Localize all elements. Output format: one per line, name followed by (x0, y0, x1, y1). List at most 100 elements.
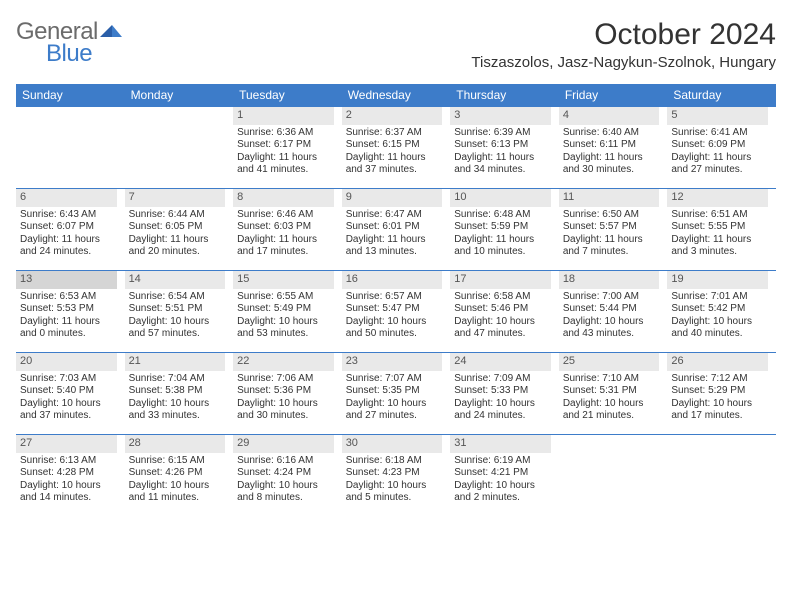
daylight-text: and 2 minutes. (454, 492, 555, 505)
daylight-text: and 27 minutes. (671, 164, 772, 177)
day-header: Monday (125, 84, 234, 106)
day-number: 10 (450, 189, 551, 207)
sunrise-text: Sunrise: 7:10 AM (563, 373, 664, 386)
daylight-text: and 30 minutes. (563, 164, 664, 177)
sunset-text: Sunset: 5:42 PM (671, 303, 772, 316)
calendar-cell: 7Sunrise: 6:44 AMSunset: 6:05 PMDaylight… (125, 188, 234, 270)
sunrise-text: Sunrise: 6:16 AM (237, 455, 338, 468)
sunset-text: Sunset: 5:35 PM (346, 385, 447, 398)
daylight-text: Daylight: 11 hours (237, 152, 338, 165)
daylight-text: Daylight: 10 hours (129, 316, 230, 329)
daylight-text: Daylight: 10 hours (237, 480, 338, 493)
calendar-cell: 18Sunrise: 7:00 AMSunset: 5:44 PMDayligh… (559, 270, 668, 352)
daylight-text: and 50 minutes. (346, 328, 447, 341)
sunrise-text: Sunrise: 6:18 AM (346, 455, 447, 468)
daylight-text: and 37 minutes. (346, 164, 447, 177)
day-number: 14 (125, 271, 226, 289)
sunrise-text: Sunrise: 6:55 AM (237, 291, 338, 304)
daylight-text: Daylight: 11 hours (237, 234, 338, 247)
sunrise-text: Sunrise: 6:15 AM (129, 455, 230, 468)
daylight-text: Daylight: 11 hours (20, 234, 121, 247)
daylight-text: and 24 minutes. (20, 246, 121, 259)
title-block: October 2024 Tiszaszolos, Jasz-Nagykun-S… (471, 18, 776, 71)
sunset-text: Sunset: 5:40 PM (20, 385, 121, 398)
calendar-cell: 1Sunrise: 6:36 AMSunset: 6:17 PMDaylight… (233, 106, 342, 188)
daylight-text: Daylight: 10 hours (671, 316, 772, 329)
calendar-week: 1Sunrise: 6:36 AMSunset: 6:17 PMDaylight… (16, 106, 776, 188)
daylight-text: and 7 minutes. (563, 246, 664, 259)
sunrise-text: Sunrise: 6:40 AM (563, 127, 664, 140)
daylight-text: Daylight: 10 hours (346, 480, 447, 493)
calendar-week: 13Sunrise: 6:53 AMSunset: 5:53 PMDayligh… (16, 270, 776, 352)
day-number: 11 (559, 189, 660, 207)
day-number: 9 (342, 189, 443, 207)
day-number: 8 (233, 189, 334, 207)
sunset-text: Sunset: 6:11 PM (563, 139, 664, 152)
daylight-text: Daylight: 11 hours (129, 234, 230, 247)
daylight-text: and 40 minutes. (671, 328, 772, 341)
logo-text-wrap: General Blue (16, 18, 122, 74)
day-number: 18 (559, 271, 660, 289)
sunrise-text: Sunrise: 6:58 AM (454, 291, 555, 304)
daylight-text: Daylight: 11 hours (563, 152, 664, 165)
calendar-cell: 3 Sunrise: 6:39 AMSunset: 6:13 PMDaylight… (450, 106, 559, 188)
calendar-cell: 6Sunrise: 6:43 AMSunset: 6:07 PMDaylight… (16, 188, 125, 270)
daylight-text: and 27 minutes. (346, 410, 447, 423)
sunrise-text: Sunrise: 6:43 AM (20, 209, 121, 222)
calendar-cell: 5Sunrise: 6:41 AMSunset: 6:09 PMDaylight… (667, 106, 776, 188)
day-number: 3 (450, 107, 551, 125)
sunset-text: Sunset: 4:24 PM (237, 467, 338, 480)
calendar-cell: 24Sunrise: 7:09 AMSunset: 5:33 PMDayligh… (450, 352, 559, 434)
day-header: Tuesday (233, 84, 342, 106)
sunrise-text: Sunrise: 7:00 AM (563, 291, 664, 304)
daylight-text: and 21 minutes. (563, 410, 664, 423)
calendar-cell: 27Sunrise: 6:13 AMSunset: 4:28 PMDayligh… (16, 434, 125, 516)
daylight-text: and 10 minutes. (454, 246, 555, 259)
calendar-week: 27Sunrise: 6:13 AMSunset: 4:28 PMDayligh… (16, 434, 776, 516)
sunset-text: Sunset: 5:55 PM (671, 221, 772, 234)
sunrise-text: Sunrise: 7:03 AM (20, 373, 121, 386)
sunset-text: Sunset: 5:47 PM (346, 303, 447, 316)
calendar-cell: 14Sunrise: 6:54 AMSunset: 5:51 PMDayligh… (125, 270, 234, 352)
daylight-text: Daylight: 11 hours (671, 234, 772, 247)
calendar-cell: 23Sunrise: 7:07 AMSunset: 5:35 PMDayligh… (342, 352, 451, 434)
daylight-text: and 13 minutes. (346, 246, 447, 259)
day-number: 30 (342, 435, 443, 453)
day-number: 20 (16, 353, 117, 371)
daylight-text: and 37 minutes. (20, 410, 121, 423)
daylight-text: Daylight: 10 hours (454, 398, 555, 411)
day-number: 19 (667, 271, 768, 289)
sunrise-text: Sunrise: 6:19 AM (454, 455, 555, 468)
daylight-text: and 0 minutes. (20, 328, 121, 341)
daylight-text: and 53 minutes. (237, 328, 338, 341)
calendar-cell: 31Sunrise: 6:19 AMSunset: 4:21 PMDayligh… (450, 434, 559, 516)
sunset-text: Sunset: 6:03 PM (237, 221, 338, 234)
sunset-text: Sunset: 5:31 PM (563, 385, 664, 398)
day-number: 26 (667, 353, 768, 371)
sunset-text: Sunset: 6:13 PM (454, 139, 555, 152)
sunset-text: Sunset: 6:17 PM (237, 139, 338, 152)
sunset-text: Sunset: 5:57 PM (563, 221, 664, 234)
daylight-text: and 30 minutes. (237, 410, 338, 423)
sunrise-text: Sunrise: 6:39 AM (454, 127, 555, 140)
page-title: October 2024 (471, 18, 776, 52)
logo-arrow-icon (100, 23, 122, 44)
day-number: 24 (450, 353, 551, 371)
sunrise-text: Sunrise: 7:09 AM (454, 373, 555, 386)
day-number: 13 (16, 271, 117, 289)
calendar-cell: 12Sunrise: 6:51 AMSunset: 5:55 PMDayligh… (667, 188, 776, 270)
calendar-cell: 29Sunrise: 6:16 AMSunset: 4:24 PMDayligh… (233, 434, 342, 516)
sunrise-text: Sunrise: 6:48 AM (454, 209, 555, 222)
calendar-cell: 17Sunrise: 6:58 AMSunset: 5:46 PMDayligh… (450, 270, 559, 352)
calendar-cell: 16Sunrise: 6:57 AMSunset: 5:47 PMDayligh… (342, 270, 451, 352)
daylight-text: Daylight: 11 hours (454, 152, 555, 165)
sunset-text: Sunset: 5:51 PM (129, 303, 230, 316)
sunrise-text: Sunrise: 6:47 AM (346, 209, 447, 222)
calendar-cell (667, 434, 776, 516)
daylight-text: Daylight: 10 hours (454, 480, 555, 493)
daylight-text: and 57 minutes. (129, 328, 230, 341)
day-number: 16 (342, 271, 443, 289)
daylight-text: Daylight: 10 hours (20, 480, 121, 493)
day-number: 6 (16, 189, 117, 207)
daylight-text: and 14 minutes. (20, 492, 121, 505)
